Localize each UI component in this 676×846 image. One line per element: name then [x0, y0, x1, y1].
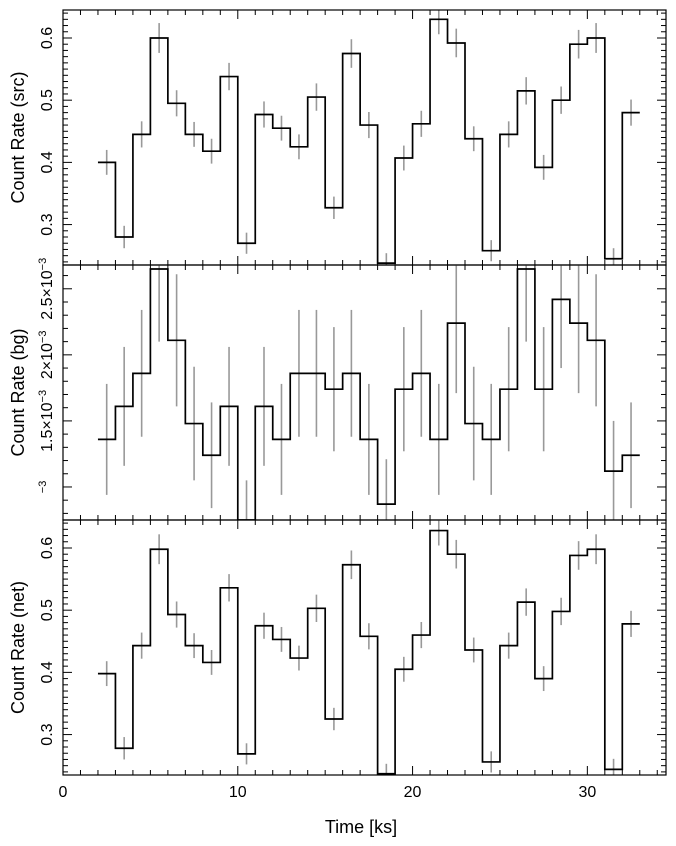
- panel-net: 0.3 0.4 0.5 0.6 Count Rate (net): [8, 519, 667, 776]
- y-tick-label-net: 0.4: [39, 661, 56, 683]
- y-tick-label-net: 0.6: [39, 537, 56, 559]
- x-axis-label: Time [ks]: [325, 817, 397, 837]
- panel-src: 0.3 0.4 0.5 0.6 Count Rate (src): [8, 9, 667, 266]
- panels: 0.3 0.4 0.5 0.6 Count Rate (src) −3 1.5×10−3 2×…: [8, 9, 667, 801]
- frame-bg: [62, 264, 667, 521]
- x-tick-label: 0: [59, 784, 68, 801]
- step-line: [97, 268, 640, 520]
- y-tick-label-bg: 1.5×10−3: [37, 390, 56, 452]
- series-net: [97, 520, 640, 775]
- x-tick-label: 10: [229, 784, 247, 801]
- y-tick-label-net: 0.3: [39, 723, 56, 745]
- y-tick-label-bg: 2×10−3: [37, 331, 56, 380]
- y-axis-label-bg: Count Rate (bg): [8, 328, 28, 456]
- step-line: [97, 18, 640, 264]
- y-tick-label-src: 0.4: [39, 151, 56, 173]
- frame-src: [62, 9, 667, 266]
- x-tick-label: 30: [578, 784, 596, 801]
- series-bg: [97, 265, 640, 520]
- series-src: [97, 10, 640, 265]
- y-tick-label-src: 0.6: [39, 27, 56, 49]
- frame-net: [62, 519, 667, 776]
- y-tick-label-src: 0.3: [39, 213, 56, 235]
- y-axis-label-src: Count Rate (src): [8, 71, 28, 203]
- y-axis-label-net: Count Rate (net): [8, 581, 28, 714]
- y-tick-label-net: 0.5: [39, 599, 56, 621]
- panel-bg: −3 1.5×10−3 2×10−3 2.5×10−3 Count Rate (bg): [8, 258, 667, 521]
- step-line: [97, 529, 640, 775]
- y-tick-label-bg: −3: [37, 481, 49, 494]
- y-tick-label-bg: 2.5×10−3: [37, 258, 56, 320]
- y-tick-label-src: 0.5: [39, 89, 56, 111]
- x-tick-label: 20: [404, 784, 422, 801]
